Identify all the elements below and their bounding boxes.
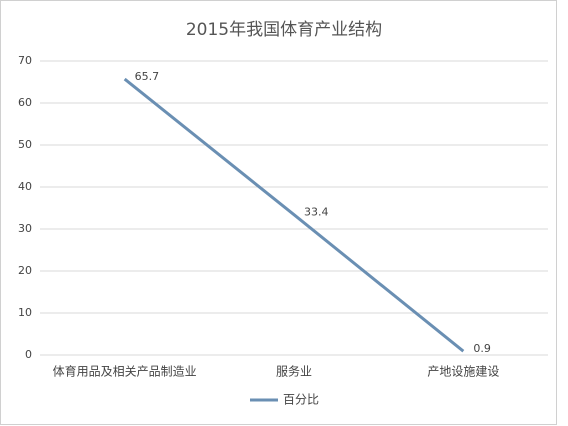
y-tick-label: 60 [18,96,32,109]
data-label: 0.9 [473,342,491,355]
y-tick-label: 0 [25,348,32,361]
legend-label: 百分比 [283,393,319,407]
y-tick-label: 30 [18,222,32,235]
y-tick-label: 70 [18,54,32,67]
y-tick-label: 40 [18,180,32,193]
y-tick-label: 20 [18,264,32,277]
chart-title: 2015年我国体育产业结构 [186,20,382,40]
data-label: 65.7 [135,70,160,83]
data-label: 33.4 [304,206,329,219]
line [123,77,465,353]
y-tick-label: 50 [18,138,32,151]
chart-frame [0,0,557,425]
x-tick-label: 服务业 [276,364,312,379]
x-tick-label: 产地设施建设 [427,365,499,379]
y-tick-label: 10 [18,306,32,319]
x-tick-label: 体育用品及相关产品制造业 [53,364,197,379]
